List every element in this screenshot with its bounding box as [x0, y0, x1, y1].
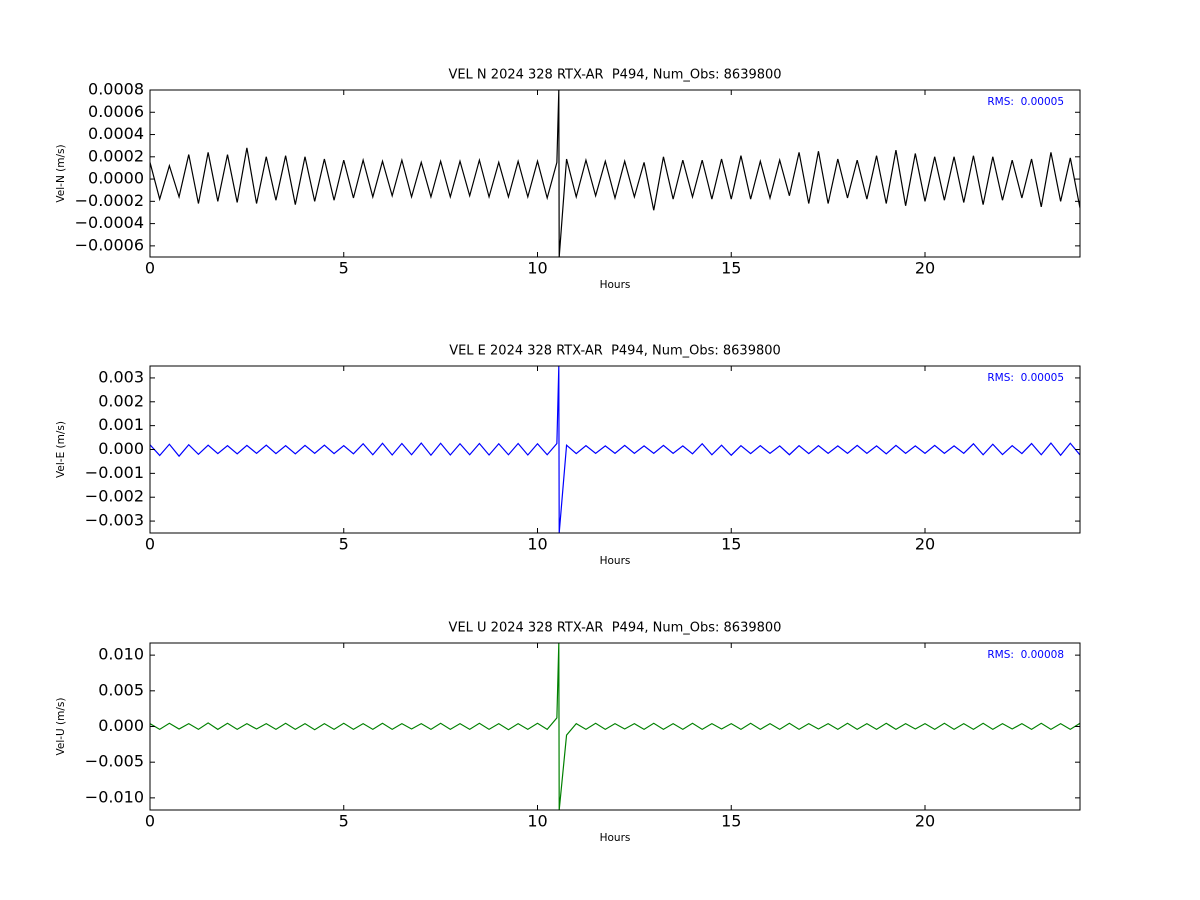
y-tick-label: −0.0004	[75, 213, 144, 232]
y-tick-label: −0.010	[85, 787, 144, 806]
y-tick-label: 0.0002	[88, 146, 144, 165]
x-tick-label: 15	[721, 259, 741, 278]
y-tick-label: 0.000	[98, 439, 144, 458]
x-tick-label: 20	[915, 259, 935, 278]
plot-frame	[149, 365, 1081, 534]
x-tick-label: 5	[339, 535, 349, 554]
y-axis-label: Vel-N (m/s)	[55, 144, 67, 202]
plot-frame	[149, 89, 1081, 258]
y-tick-label: 0.005	[98, 680, 144, 699]
chart-title: VEL N 2024 328 RTX-AR P494, Num_Obs: 863…	[448, 68, 781, 83]
x-axis-label: Hours	[600, 832, 631, 844]
x-tick-label: 15	[721, 812, 741, 831]
x-axis-label: Hours	[600, 279, 631, 291]
y-tick-label: −0.001	[85, 463, 144, 482]
x-tick-label: 0	[145, 535, 155, 554]
x-tick-label: 10	[527, 812, 547, 831]
chart-title: VEL U 2024 328 RTX-AR P494, Num_Obs: 863…	[449, 621, 782, 636]
plot-frame	[149, 642, 1081, 811]
y-tick-label: −0.0006	[75, 235, 144, 254]
data-line	[150, 643, 1080, 810]
y-tick-label: −0.002	[85, 487, 144, 506]
rms-annotation: RMS: 0.00008	[987, 649, 1064, 661]
subplot: 0 5 10 15 20 −0.010 −0.005 0.000 0.005 0.010 VEL U…	[55, 621, 1081, 844]
y-tick-label: 0.002	[98, 391, 144, 410]
plot-area	[150, 643, 1080, 810]
y-tick-label: −0.005	[85, 752, 144, 771]
y-tick-label: 0.0006	[88, 102, 144, 121]
x-tick-label: 20	[915, 812, 935, 831]
y-axis-label: Vel-U (m/s)	[55, 698, 67, 756]
x-tick-label: 20	[915, 535, 935, 554]
subplot: 0 5 10 15 20 −0.0006 −0.0004 −0.0002 0.0000 0.000…	[55, 68, 1081, 291]
y-tick-label: −0.003	[85, 511, 144, 530]
y-tick-label: 0.0004	[88, 124, 144, 143]
y-tick-label: 0.0000	[88, 169, 144, 188]
plot-area	[150, 366, 1080, 533]
y-tick-label: 0.000	[98, 716, 144, 735]
plot-area	[150, 90, 1080, 257]
x-tick-label: 0	[145, 259, 155, 278]
x-axis-label: Hours	[600, 555, 631, 567]
y-tick-label: 0.010	[98, 645, 144, 664]
x-tick-label: 5	[339, 812, 349, 831]
data-line	[150, 366, 1080, 533]
y-tick-label: 0.003	[98, 367, 144, 386]
x-tick-label: 15	[721, 535, 741, 554]
x-tick-label: 0	[145, 812, 155, 831]
x-tick-label: 10	[527, 259, 547, 278]
y-axis-label: Vel-E (m/s)	[55, 421, 67, 478]
x-tick-label: 10	[527, 535, 547, 554]
y-tick-label: 0.0008	[88, 80, 144, 99]
data-line	[150, 90, 1080, 257]
y-tick-label: −0.0002	[75, 191, 144, 210]
rms-annotation: RMS: 0.00005	[987, 96, 1064, 108]
subplot: 0 5 10 15 20 −0.003 −0.002 −0.001 0.000 0.001 0.00…	[55, 344, 1081, 567]
x-tick-label: 5	[339, 259, 349, 278]
y-tick-label: 0.001	[98, 415, 144, 434]
chart-title: VEL E 2024 328 RTX-AR P494, Num_Obs: 863…	[449, 344, 781, 359]
rms-annotation: RMS: 0.00005	[987, 372, 1064, 384]
